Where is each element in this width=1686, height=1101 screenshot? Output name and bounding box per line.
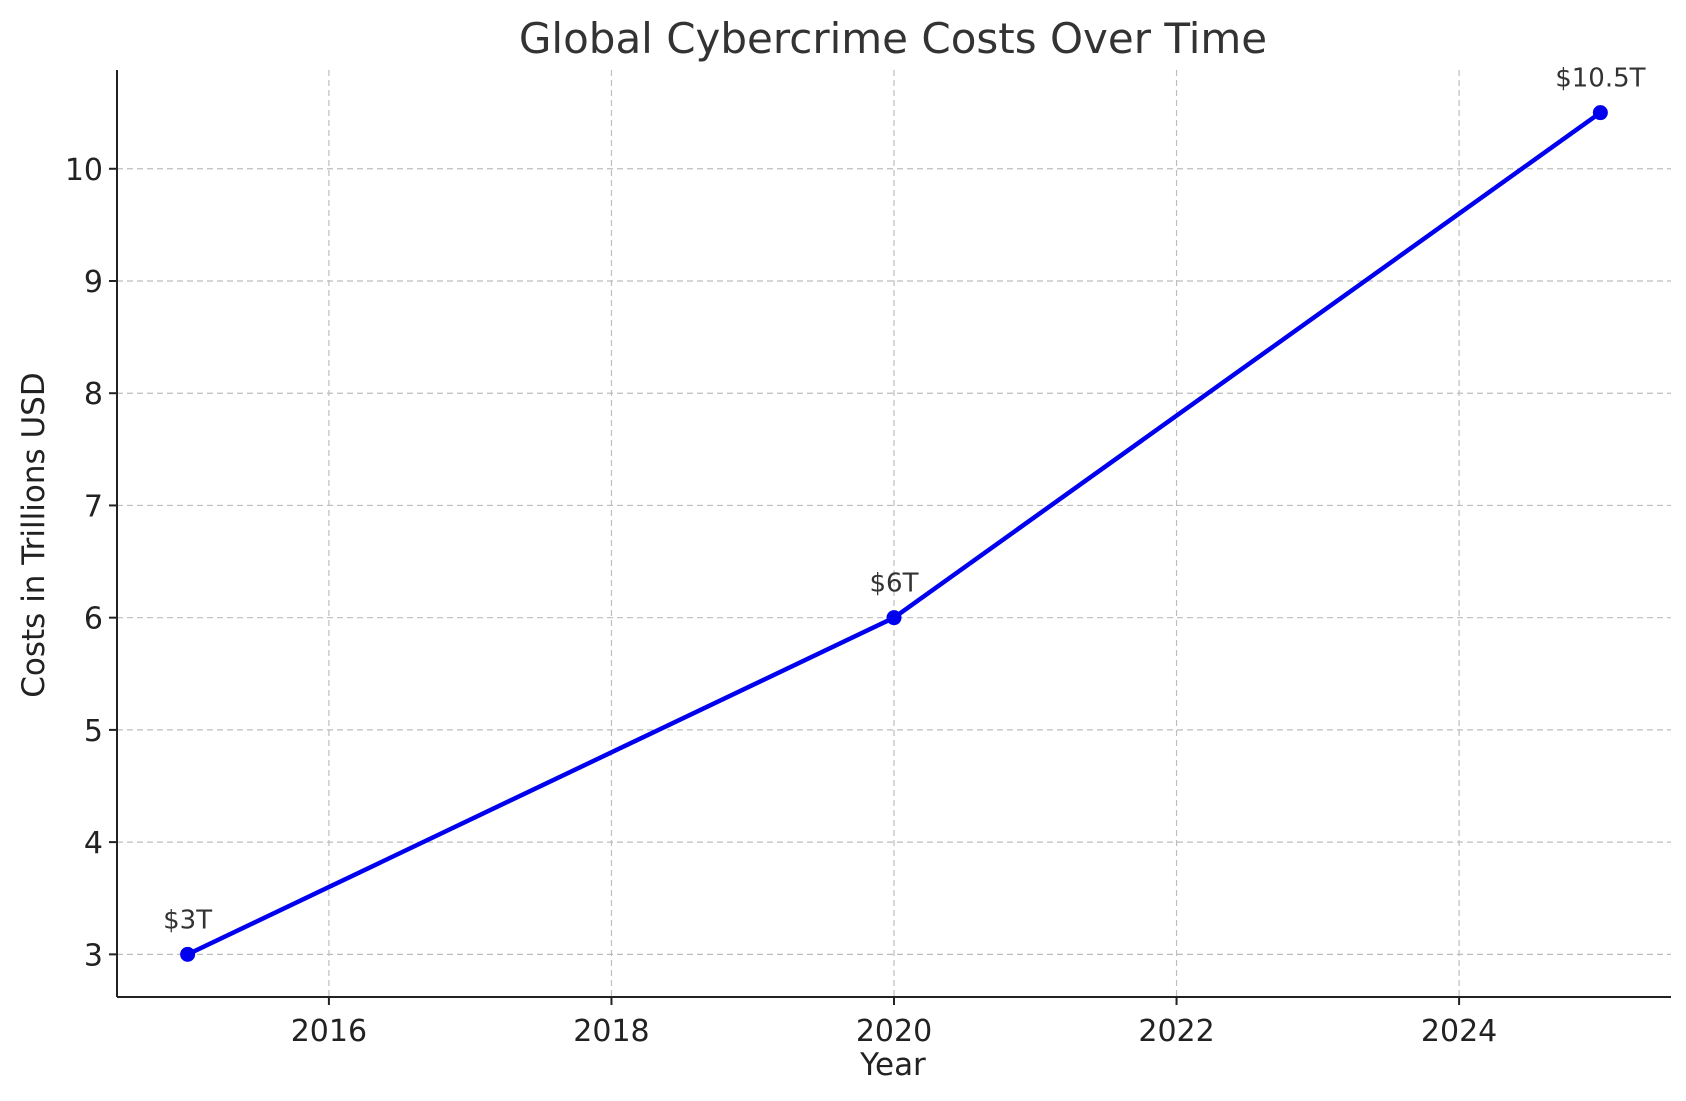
y-tick-label: 6 — [84, 602, 103, 637]
series-group — [180, 105, 1608, 962]
y-axis-label: Costs in Trillions USD — [16, 372, 52, 697]
y-tick-label: 10 — [65, 153, 103, 188]
x-tick-label: 2020 — [856, 1014, 932, 1049]
x-tick-label: 2022 — [1138, 1014, 1214, 1049]
data-label-2020: $6T — [870, 569, 919, 599]
tick-labels: 2016 2018 2020 2022 2024 3 4 5 6 7 8 9 10 — [65, 153, 1497, 1049]
x-tick-label: 2016 — [291, 1014, 367, 1049]
y-tick-label: 5 — [84, 714, 103, 749]
y-tick-label: 4 — [84, 826, 103, 861]
y-tick-label: 7 — [84, 489, 103, 524]
x-tick-label: 2018 — [573, 1014, 649, 1049]
data-point-2020 — [886, 610, 902, 626]
x-tick-label: 2024 — [1421, 1014, 1497, 1049]
y-tick-label: 3 — [84, 938, 103, 973]
chart-title: Global Cybercrime Costs Over Time — [519, 14, 1267, 63]
data-labels: $3T $6T $10.5T — [163, 64, 1645, 936]
data-label-2015: $3T — [163, 905, 212, 935]
data-point-2025 — [1592, 105, 1608, 121]
data-point-2015 — [180, 946, 196, 962]
x-axis-label: Year — [859, 1047, 926, 1083]
y-tick-label: 8 — [84, 377, 103, 412]
grid — [117, 70, 1671, 997]
axes — [109, 70, 1671, 1005]
data-label-2025: $10.5T — [1555, 64, 1645, 94]
y-tick-label: 9 — [84, 265, 103, 300]
